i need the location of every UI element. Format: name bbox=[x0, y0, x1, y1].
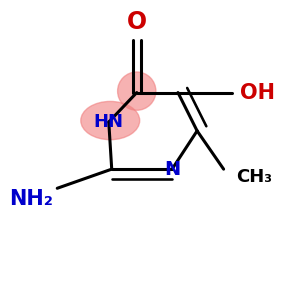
Text: CH₃: CH₃ bbox=[236, 167, 272, 185]
Ellipse shape bbox=[118, 72, 156, 110]
Text: HN: HN bbox=[94, 113, 124, 131]
Text: O: O bbox=[127, 10, 147, 34]
Text: NH₂: NH₂ bbox=[9, 189, 53, 208]
Ellipse shape bbox=[81, 101, 140, 140]
Text: N: N bbox=[164, 160, 180, 178]
Text: OH: OH bbox=[240, 82, 275, 103]
